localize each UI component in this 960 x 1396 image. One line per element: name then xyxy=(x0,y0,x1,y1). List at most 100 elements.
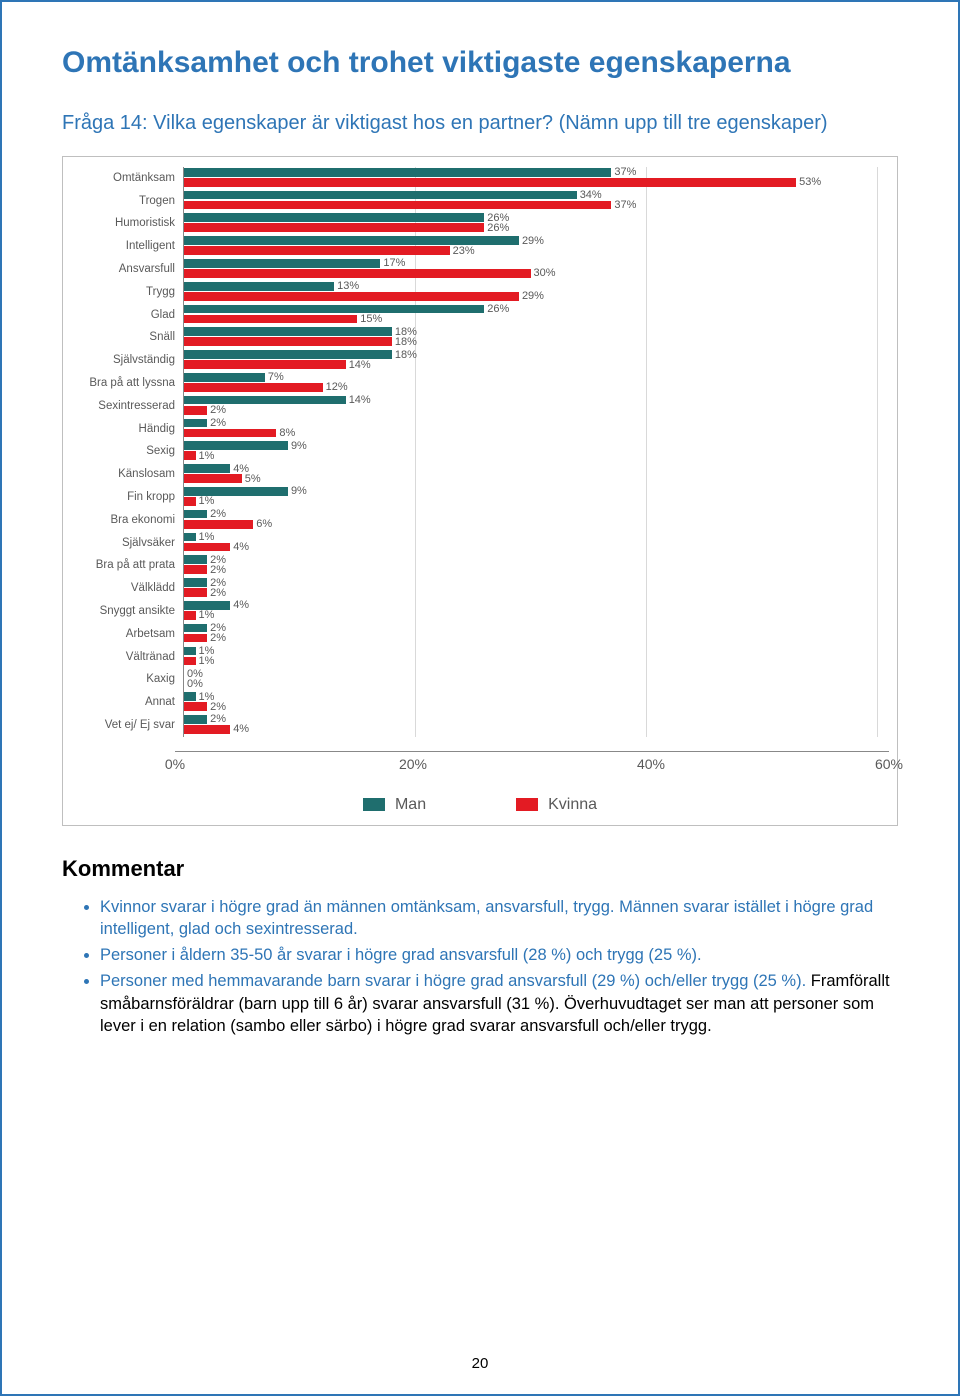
bar-man: 13% xyxy=(184,282,334,291)
chart-row: 26%26% xyxy=(184,212,877,235)
bar-kvinna: 4% xyxy=(184,725,230,734)
chart-category-label: Annat xyxy=(71,691,181,714)
bar-value-label: 53% xyxy=(799,176,821,188)
bar-man: 7% xyxy=(184,373,265,382)
bar-value-label: 18% xyxy=(395,349,417,361)
chart-frame: OmtänksamTrogenHumoristiskIntelligentAns… xyxy=(62,156,898,826)
question-subtitle: Fråga 14: Vilka egenskaper är viktigast … xyxy=(62,110,898,136)
bar-kvinna: 15% xyxy=(184,315,357,324)
bar-kvinna: 6% xyxy=(184,520,253,529)
bar-value-label: 9% xyxy=(291,440,307,452)
comment-text-blue: Personer i åldern 35-50 år svarar i högr… xyxy=(100,946,702,964)
page-title: Omtänksamhet och trohet viktigaste egens… xyxy=(62,44,898,82)
bar-value-label: 4% xyxy=(233,541,249,553)
bar-kvinna: 2% xyxy=(184,565,207,574)
bar-value-label: 14% xyxy=(349,359,371,371)
bar-value-label: 1% xyxy=(199,655,215,667)
bar-value-label: 34% xyxy=(580,189,602,201)
bar-man: 2% xyxy=(184,510,207,519)
chart-row: 7%12% xyxy=(184,372,877,395)
chart-category-label: Glad xyxy=(71,303,181,326)
comment-item: Personer i åldern 35-50 år svarar i högr… xyxy=(100,944,898,966)
chart-category-label: Händig xyxy=(71,417,181,440)
bar-man: 4% xyxy=(184,601,230,610)
chart-row: 9%1% xyxy=(184,486,877,509)
chart-plot-area: OmtänksamTrogenHumoristiskIntelligentAns… xyxy=(71,167,885,737)
bar-kvinna: 4% xyxy=(184,543,230,552)
chart-row: 9%1% xyxy=(184,440,877,463)
bar-man: 2% xyxy=(184,419,207,428)
bar-value-label: 29% xyxy=(522,290,544,302)
bar-man: 2% xyxy=(184,624,207,633)
bar-man: 14% xyxy=(184,396,346,405)
chart-row: 14%2% xyxy=(184,394,877,417)
bar-man: 1% xyxy=(184,692,196,701)
chart-category-label: Kaxig xyxy=(71,668,181,691)
bar-value-label: 37% xyxy=(614,166,636,178)
chart-category-label: Känslosam xyxy=(71,463,181,486)
bar-value-label: 2% xyxy=(210,417,226,429)
legend-item-kvinna: Kvinna xyxy=(516,796,597,814)
bar-value-label: 6% xyxy=(256,518,272,530)
chart-row: 0%0% xyxy=(184,668,877,691)
chart-row: 37% 53% xyxy=(184,167,877,190)
bar-value-label: 2% xyxy=(210,587,226,599)
bar-man: 2% xyxy=(184,555,207,564)
bar-kvinna: 14% xyxy=(184,360,346,369)
bar-man: 4% xyxy=(184,464,230,473)
bar-kvinna: 2% xyxy=(184,588,207,597)
comment-heading: Kommentar xyxy=(62,856,898,882)
bar-value-label: 2% xyxy=(210,404,226,416)
chart-row: 18%18% xyxy=(184,326,877,349)
chart-category-label: Självständig xyxy=(71,349,181,372)
chart-category-label: Bra på att lyssna xyxy=(71,372,181,395)
chart-row: 2%8% xyxy=(184,417,877,440)
bar-kvinna: 1% xyxy=(184,497,196,506)
chart-bars: 37%53%34%37%26%26%29%23%17%30%13%29%26%1… xyxy=(183,167,877,737)
bar-man: 9% xyxy=(184,487,288,496)
bar-kvinna: 2% xyxy=(184,702,207,711)
x-tick-label: 0% xyxy=(165,756,185,772)
bar-value-label: 4% xyxy=(233,723,249,735)
bar-value-label: 1% xyxy=(199,450,215,462)
bar-value-label: 4% xyxy=(233,599,249,611)
chart-row: 1%2% xyxy=(184,691,877,714)
x-tick-label: 40% xyxy=(637,756,665,772)
bar-man: 1% xyxy=(184,533,196,542)
chart-category-label: Arbetsam xyxy=(71,622,181,645)
bar-kvinna: 1% xyxy=(184,611,196,620)
bar-value-label: 26% xyxy=(487,303,509,315)
comment-list: Kvinnor svarar i högre grad än männen om… xyxy=(62,896,898,1038)
chart-category-label: Sexintresserad xyxy=(71,394,181,417)
chart-category-label: Snäll xyxy=(71,326,181,349)
chart-category-label: Intelligent xyxy=(71,235,181,258)
chart-category-label: Välklädd xyxy=(71,577,181,600)
chart-row: 1%1% xyxy=(184,645,877,668)
comment-text-blue: Personer med hemmavarande barn svarar i … xyxy=(100,972,811,990)
bar-kvinna: 29% xyxy=(184,292,519,301)
chart-row: 13%29% xyxy=(184,280,877,303)
legend-label-kvinna: Kvinna xyxy=(548,796,597,814)
bar-kvinna: 8% xyxy=(184,429,276,438)
chart-row: 4%1% xyxy=(184,600,877,623)
bar-value-label: 37% xyxy=(614,199,636,211)
bar-kvinna: 2% xyxy=(184,406,207,415)
bar-man: 2% xyxy=(184,578,207,587)
legend-label-man: Man xyxy=(395,796,426,814)
chart-row: 1%4% xyxy=(184,531,877,554)
bar-man: 17% xyxy=(184,259,380,268)
bar-kvinna: 1% xyxy=(184,451,196,460)
bar-man: 18% xyxy=(184,327,392,336)
chart-legend: Man Kvinna xyxy=(63,791,897,819)
x-tick-label: 20% xyxy=(399,756,427,772)
chart-category-label: Trogen xyxy=(71,189,181,212)
bar-value-label: 17% xyxy=(383,257,405,269)
bar-value-label: 8% xyxy=(279,427,295,439)
bar-kvinna: 23% xyxy=(184,246,450,255)
chart-category-label: Vet ej/ Ej svar xyxy=(71,714,181,737)
comment-item: Personer med hemmavarande barn svarar i … xyxy=(100,970,898,1037)
bar-value-label: 1% xyxy=(199,531,215,543)
chart-category-label: Vältränad xyxy=(71,645,181,668)
bar-man: 9% xyxy=(184,441,288,450)
page-number: 20 xyxy=(2,1355,958,1372)
